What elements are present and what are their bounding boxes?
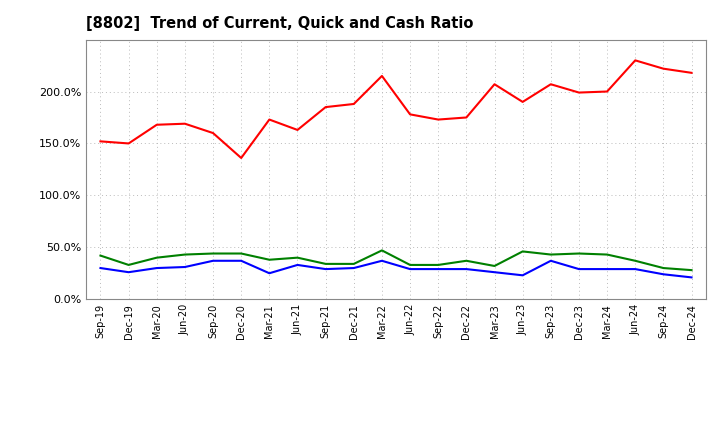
Quick Ratio [321,261,330,267]
Quick Ratio [631,258,639,264]
Current Ratio [490,81,499,87]
Quick Ratio [659,265,667,271]
Cash Ratio [659,271,667,277]
Cash Ratio [237,258,246,264]
Cash Ratio [125,270,133,275]
Quick Ratio [377,248,386,253]
Current Ratio [153,122,161,128]
Current Ratio [659,66,667,71]
Cash Ratio [181,264,189,270]
Line: Cash Ratio: Cash Ratio [101,261,691,277]
Current Ratio [181,121,189,126]
Quick Ratio [153,255,161,260]
Current Ratio [631,58,639,63]
Quick Ratio [237,251,246,256]
Quick Ratio [293,255,302,260]
Cash Ratio [153,265,161,271]
Cash Ratio [546,258,555,264]
Quick Ratio [181,252,189,257]
Cash Ratio [490,270,499,275]
Cash Ratio [321,267,330,272]
Cash Ratio [265,271,274,276]
Cash Ratio [518,273,527,278]
Cash Ratio [462,267,471,272]
Quick Ratio [546,252,555,257]
Cash Ratio [603,267,611,272]
Current Ratio [237,155,246,161]
Current Ratio [265,117,274,122]
Cash Ratio [631,267,639,272]
Current Ratio [462,115,471,120]
Current Ratio [687,70,696,76]
Cash Ratio [96,265,105,271]
Cash Ratio [575,267,583,272]
Current Ratio [546,81,555,87]
Quick Ratio [96,253,105,258]
Quick Ratio [687,268,696,273]
Line: Current Ratio: Current Ratio [101,60,691,158]
Current Ratio [96,139,105,144]
Current Ratio [349,101,358,106]
Quick Ratio [490,263,499,268]
Quick Ratio [603,252,611,257]
Current Ratio [434,117,443,122]
Current Ratio [377,73,386,79]
Quick Ratio [575,251,583,256]
Text: [8802]  Trend of Current, Quick and Cash Ratio: [8802] Trend of Current, Quick and Cash … [86,16,474,32]
Current Ratio [209,130,217,136]
Cash Ratio [349,265,358,271]
Current Ratio [321,104,330,110]
Cash Ratio [293,262,302,268]
Current Ratio [125,141,133,146]
Quick Ratio [125,262,133,268]
Quick Ratio [518,249,527,254]
Current Ratio [603,89,611,94]
Current Ratio [575,90,583,95]
Cash Ratio [434,267,443,272]
Cash Ratio [687,275,696,280]
Quick Ratio [349,261,358,267]
Cash Ratio [209,258,217,264]
Current Ratio [293,127,302,132]
Current Ratio [518,99,527,105]
Cash Ratio [406,267,415,272]
Cash Ratio [377,258,386,264]
Quick Ratio [434,262,443,268]
Quick Ratio [265,257,274,262]
Line: Quick Ratio: Quick Ratio [101,250,691,270]
Current Ratio [406,112,415,117]
Quick Ratio [406,262,415,268]
Quick Ratio [462,258,471,264]
Quick Ratio [209,251,217,256]
